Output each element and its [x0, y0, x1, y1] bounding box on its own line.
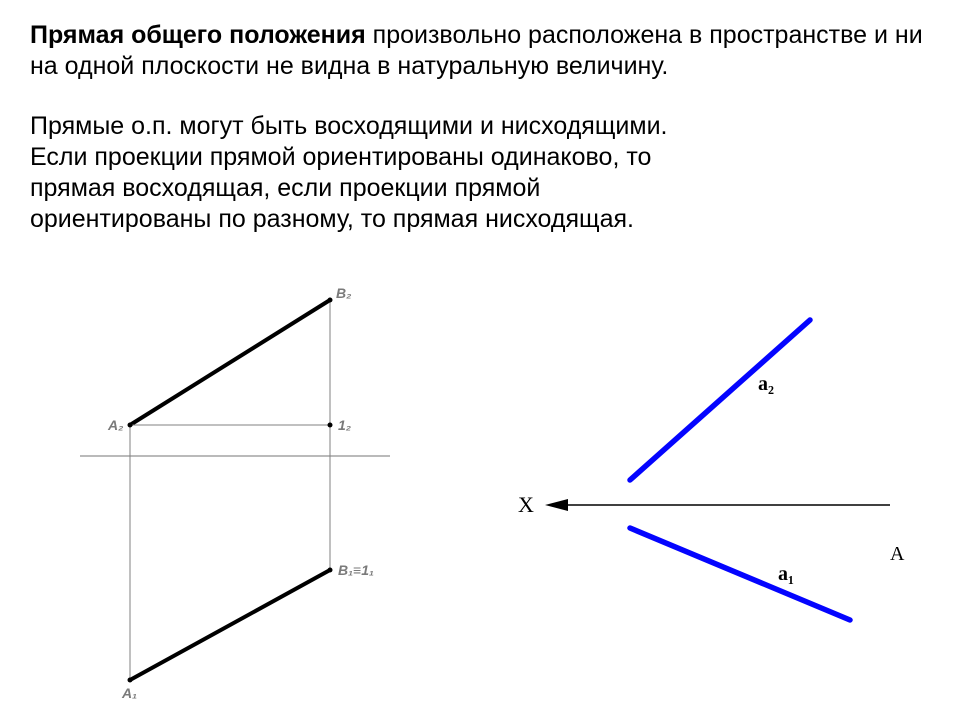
paragraph-1: Прямая общего положения произвольно расп…	[30, 20, 930, 83]
left-dot-a2	[128, 423, 133, 428]
right-label-a2: a₂	[758, 373, 774, 395]
left-line-a2b2	[130, 300, 330, 425]
left-label-b1: B₁≡1₁	[338, 562, 374, 578]
left-line-a1b1	[130, 570, 330, 680]
left-dot-i2	[328, 423, 333, 428]
para2-line4: ориентированы по разному, то прямая нисх…	[30, 204, 930, 235]
page: Прямая общего положения произвольно расп…	[0, 0, 960, 720]
right-axis-arrow	[545, 499, 568, 511]
right-line-a2	[630, 320, 810, 480]
left-label-a1: A₁	[121, 685, 137, 700]
left-label-a2: A₂	[107, 417, 123, 433]
right-line-a1	[630, 528, 850, 620]
right-label-x: X	[518, 492, 534, 517]
left-label-i2: 1₂	[338, 417, 351, 433]
title-bold: Прямая общего положения	[30, 21, 366, 49]
left-label-b2: B₂	[336, 285, 351, 301]
paragraph-2: Прямые о.п. могут быть восходящими и нис…	[30, 111, 930, 236]
para2-line1: Прямые о.п. могут быть восходящими и нис…	[30, 111, 930, 142]
para2-line2: Если проекции прямой ориентированы одина…	[30, 142, 930, 173]
right-label-A: A	[890, 543, 905, 565]
right-diagram: X a₂ a₁ A	[490, 300, 910, 690]
left-dot-a1	[128, 678, 133, 683]
left-dot-b1	[328, 568, 333, 573]
right-label-a1: a₁	[778, 563, 794, 585]
left-dot-b2	[328, 298, 333, 303]
para2-line3: прямая восходящая, если проекции прямой	[30, 173, 930, 204]
diagrams-row: A₂ B₂ 1₂ B₁≡1₁ A₁ X a₂ a₁ A	[0, 280, 960, 710]
left-diagram: A₂ B₂ 1₂ B₁≡1₁ A₁	[80, 280, 440, 700]
